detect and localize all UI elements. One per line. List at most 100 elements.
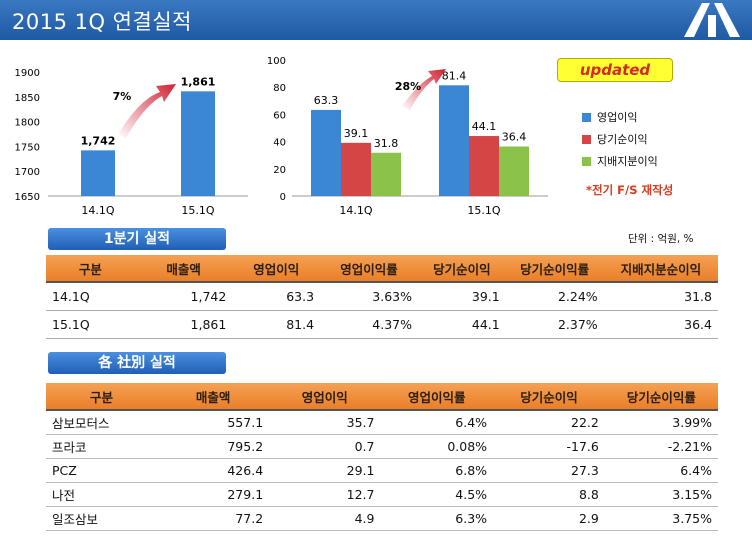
table-cell: 프라코	[46, 434, 157, 459]
company-logo	[684, 3, 740, 37]
table-cell: 36.4	[603, 310, 718, 339]
table-row: 14.1Q 1,742 63.3 3.63% 39.1 2.24% 31.8	[46, 282, 718, 311]
legend-label: 당기순이익	[597, 133, 648, 146]
x-tick-label: 15.1Q	[467, 204, 500, 217]
y-tick-label: 20	[273, 165, 286, 176]
y-tick-label: 1900	[15, 68, 40, 79]
table-cell: 4.5%	[380, 482, 494, 507]
table-cell: 81.4	[232, 310, 321, 339]
page-title: 2015 1Q 연결실적	[12, 10, 192, 34]
growth-label: 28%	[395, 80, 421, 93]
bar	[499, 146, 529, 196]
column-header: 영업이익	[269, 383, 381, 411]
bar	[81, 150, 115, 196]
column-header: 당기순이익률	[604, 383, 718, 411]
bar	[341, 142, 371, 196]
table-cell: 0.7	[269, 434, 381, 459]
column-header: 구분	[46, 255, 135, 283]
column-header: 매출액	[134, 255, 233, 283]
table-row: 15.1Q 1,861 81.4 4.37% 44.1 2.37% 36.4	[46, 310, 718, 339]
table-cell: 29.1	[269, 458, 381, 483]
data-label: 44.1	[472, 120, 497, 133]
table-cell: 15.1Q	[46, 310, 135, 339]
column-header: 당기순이익률	[505, 255, 604, 283]
table-row: 삼보모터스 557.1 35.7 6.4% 22.2 3.99%	[46, 410, 718, 435]
x-tick-label: 15.1Q	[181, 204, 214, 217]
column-header: 당기순이익	[418, 255, 506, 283]
table-cell: 35.7	[269, 410, 381, 435]
data-label: 39.1	[344, 127, 369, 140]
table-cell: 3.63%	[320, 282, 418, 311]
bar	[469, 136, 499, 196]
y-tick-label: 40	[273, 138, 286, 149]
updated-badge: updated	[557, 58, 673, 82]
table-cell: 일조삼보	[46, 506, 157, 531]
growth-label: 7%	[113, 90, 132, 103]
table-header-row: 구분 매출액 영업이익 영업이익률 당기순이익 당기순이익률 지배지분순이익	[46, 255, 718, 283]
table-cell: 8.8	[493, 482, 605, 507]
table-cell: PCZ	[46, 458, 157, 483]
legend-swatch-ctrl	[582, 156, 591, 166]
section-title-subsidiaries: 各 社別 실적	[48, 352, 226, 374]
data-label: 63.3	[314, 94, 339, 107]
table-cell: 3.15%	[604, 482, 718, 507]
table-row: PCZ 426.4 29.1 6.8% 27.3 6.4%	[46, 458, 718, 483]
y-tick-label: 60	[273, 110, 286, 121]
bar	[371, 152, 401, 196]
y-tick-label: 80	[273, 83, 286, 94]
quarterly-results-table: 구분 매출액 영업이익 영업이익률 당기순이익 당기순이익률 지배지분순이익 1…	[46, 255, 718, 339]
x-tick-label: 14.1Q	[81, 204, 114, 217]
table-cell: -17.6	[493, 434, 605, 459]
table-cell: 1,742	[134, 282, 233, 311]
data-label: 81.4	[442, 69, 467, 82]
y-tick-label: 100	[267, 56, 286, 67]
bar	[181, 91, 215, 196]
column-header: 영업이익률	[380, 383, 494, 411]
table-cell: 39.1	[418, 282, 506, 311]
x-tick-label: 14.1Q	[339, 204, 372, 217]
table-cell: 3.75%	[604, 506, 718, 531]
table-cell: 2.37%	[505, 310, 604, 339]
y-tick-label: 1850	[15, 93, 40, 104]
data-label: 31.8	[374, 137, 399, 150]
table-cell: 4.9	[269, 506, 381, 531]
table-cell: 6.4%	[380, 410, 494, 435]
table-cell: 77.2	[156, 506, 270, 531]
column-header: 영업이익률	[320, 255, 418, 283]
table-row: 일조삼보 77.2 4.9 6.3% 2.9 3.75%	[46, 506, 718, 531]
data-label: 1,742	[81, 134, 116, 147]
table-cell: 2.24%	[505, 282, 604, 311]
table-cell: 나전	[46, 482, 157, 507]
table-cell: 44.1	[418, 310, 506, 339]
growth-arrow	[118, 84, 176, 138]
table-cell: -2.21%	[604, 434, 718, 459]
legend-swatch-op	[582, 112, 591, 122]
table-cell: 2.9	[493, 506, 605, 531]
table-cell: 3.99%	[604, 410, 718, 435]
table-cell: 6.8%	[380, 458, 494, 483]
table-row: 프라코 795.2 0.7 0.08% -17.6 -2.21%	[46, 434, 718, 459]
table-cell: 795.2	[156, 434, 270, 459]
table-cell: 279.1	[156, 482, 270, 507]
unit-label: 단위 : 억원, %	[628, 233, 694, 245]
table-cell: 557.1	[156, 410, 270, 435]
column-header: 당기순이익	[493, 383, 605, 411]
profit-chart: 100 80 60 40 20 0 63.3 39.1 31.8 14.1Q 81.4 44.1 36…	[267, 56, 548, 217]
revenue-chart: 1900 1850 1800 1750 1700 1650 1,742 14.1Q 1,861…	[15, 68, 248, 217]
title-bar: 2015 1Q 연결실적	[0, 0, 752, 40]
legend-label: 지배지분이익	[597, 155, 658, 168]
table-header-row: 구분 매출액 영업이익 영업이익률 당기순이익 당기순이익률	[46, 383, 718, 411]
restatement-note: *전기 F/S 재작성	[586, 183, 674, 197]
table-cell: 426.4	[156, 458, 270, 483]
legend-item: 당기순이익	[582, 128, 658, 150]
y-tick-label: 1650	[15, 192, 40, 203]
y-tick-label: 1750	[15, 142, 40, 153]
legend-label: 영업이익	[597, 111, 638, 124]
section-title-quarterly: 1분기 실적	[48, 228, 226, 250]
bar	[439, 85, 469, 196]
growth-arrow	[402, 69, 446, 110]
table-cell: 27.3	[493, 458, 605, 483]
table-cell: 22.2	[493, 410, 605, 435]
table-cell: 1,861	[134, 310, 233, 339]
table-cell: 6.4%	[604, 458, 718, 483]
